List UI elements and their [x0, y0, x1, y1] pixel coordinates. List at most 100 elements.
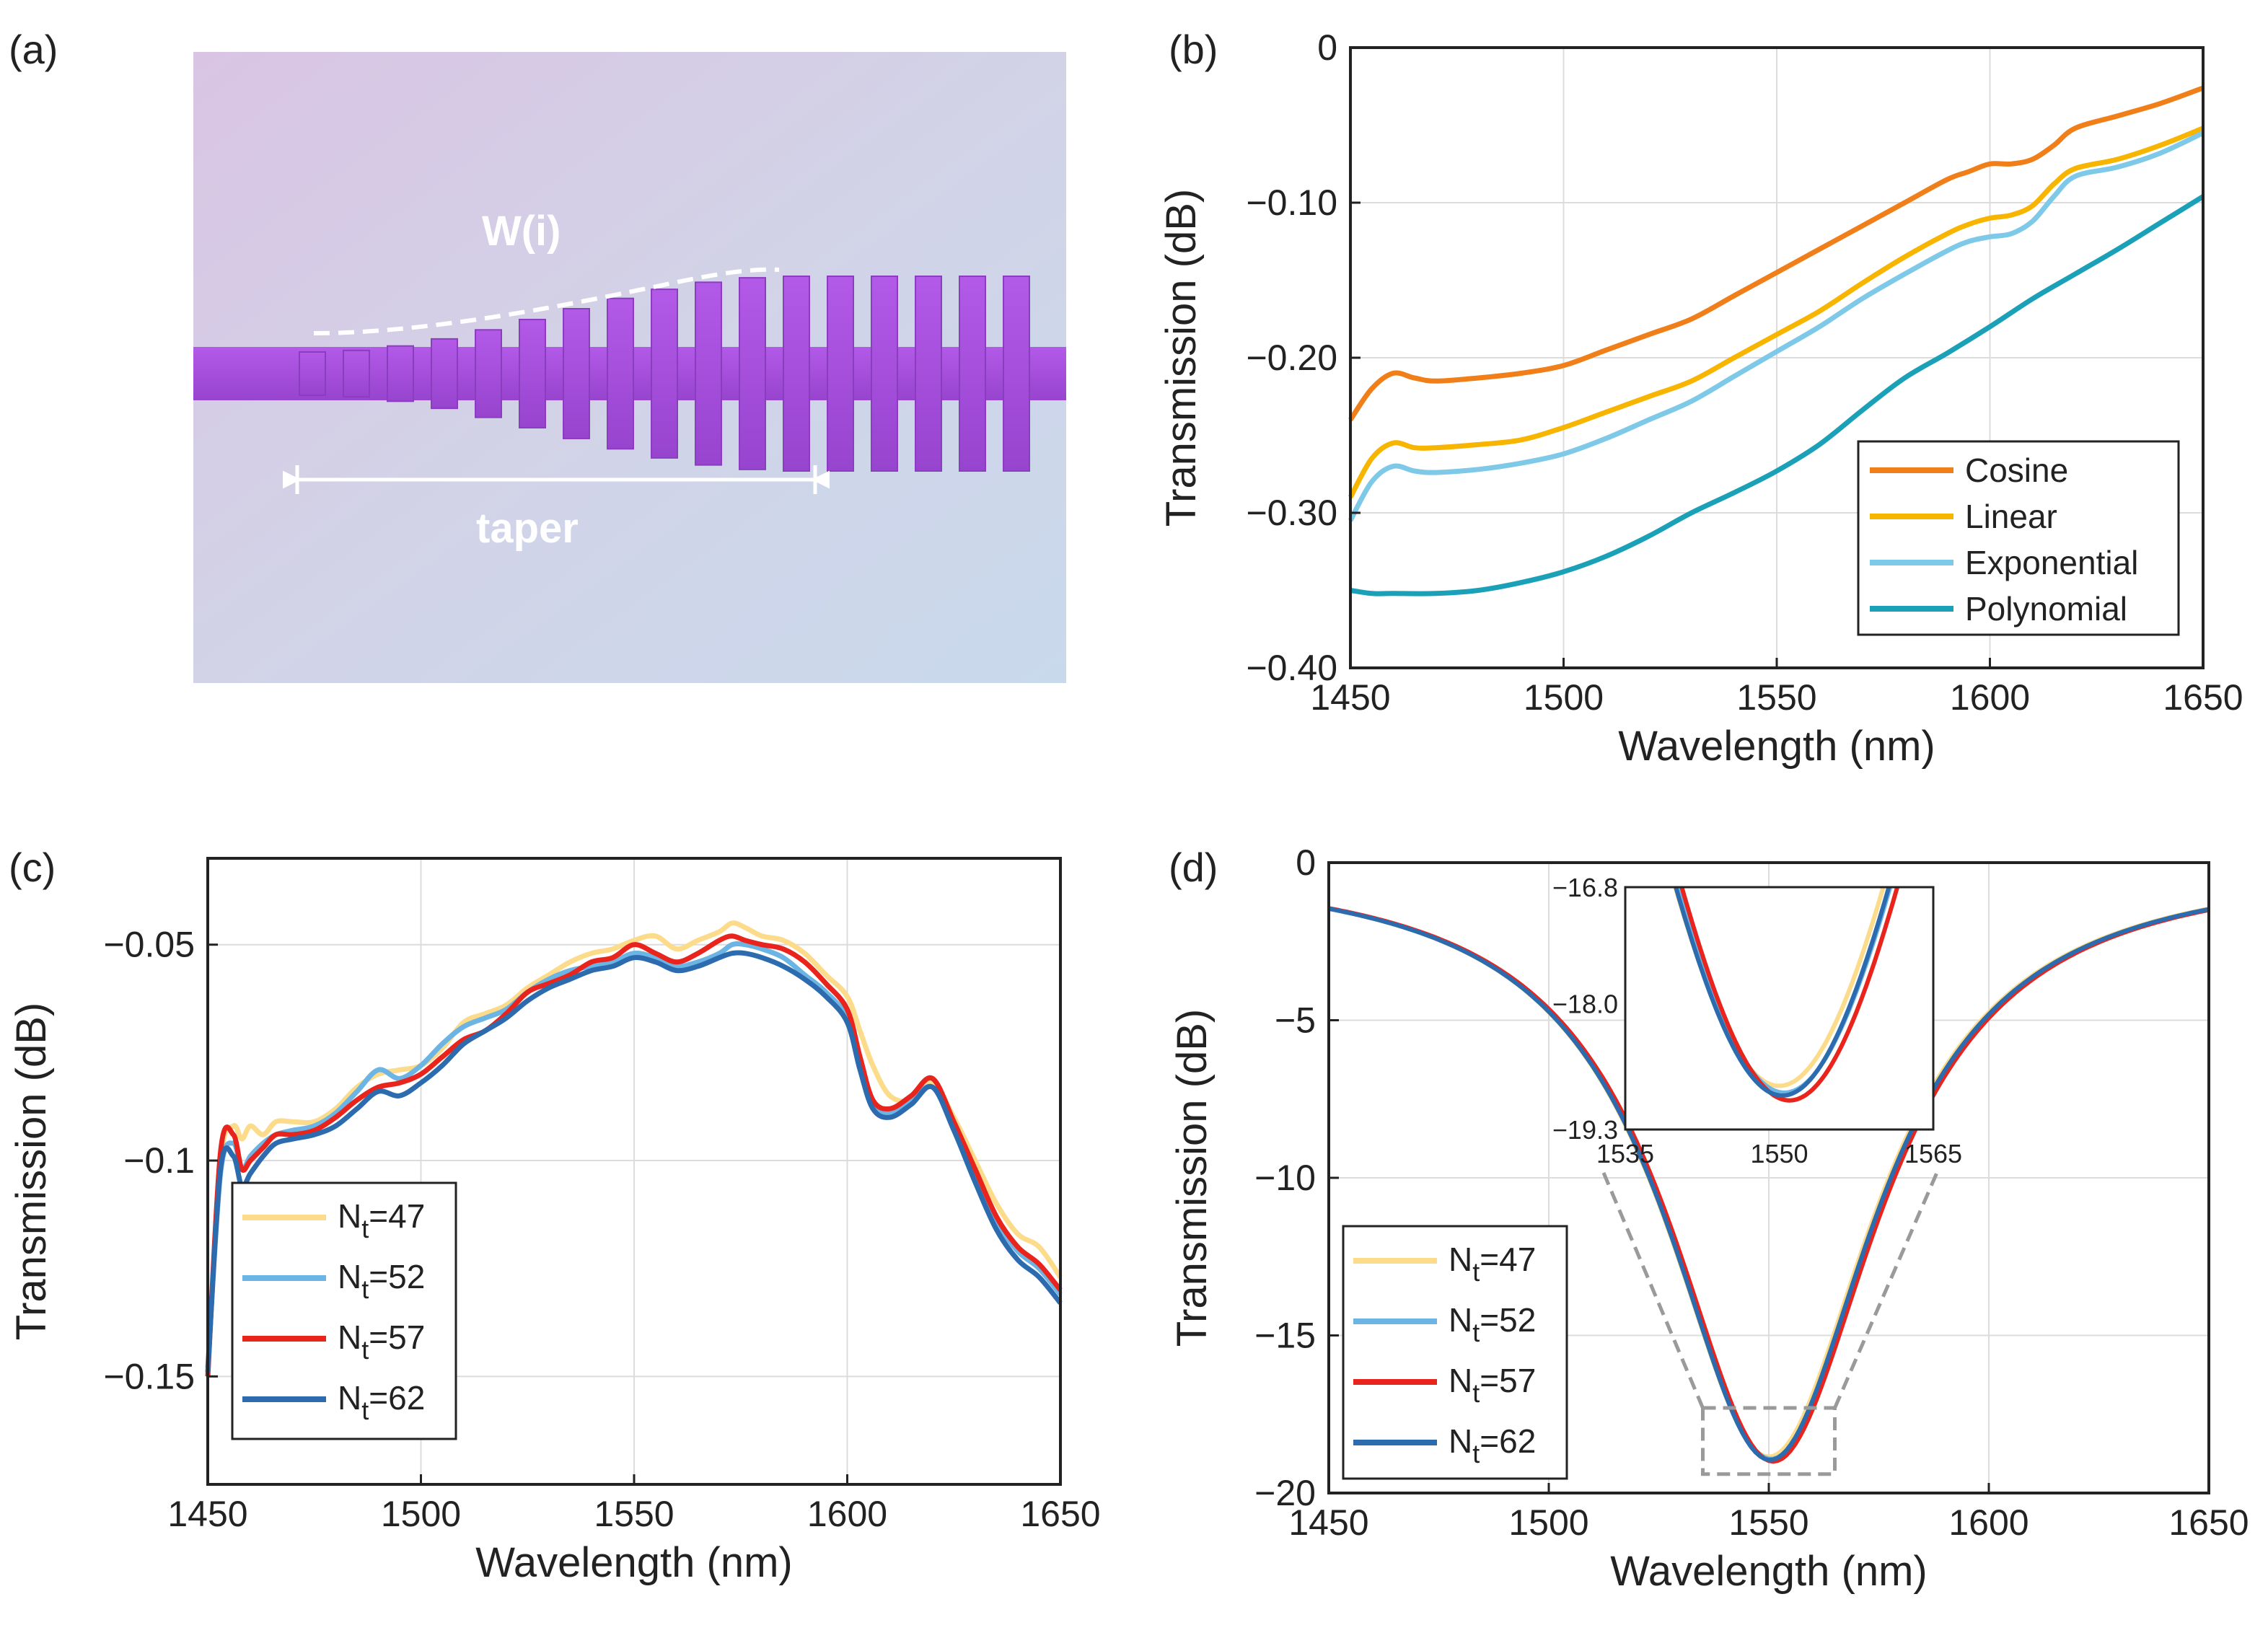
panel-label-b: (b)	[1169, 27, 1218, 72]
y-tick-label: −0.10	[1246, 182, 1337, 223]
series-line-nt62	[205, 950, 1063, 1373]
inset-x-tick-label: 1565	[1904, 1139, 1962, 1168]
y-axis-title: Transmission (dB)	[1158, 189, 1205, 527]
inset-background	[1625, 887, 1933, 1130]
grating-segment	[959, 276, 986, 472]
x-tick-label: 1650	[1020, 1494, 1100, 1534]
x-axis-title: Wavelength (nm)	[1618, 723, 1935, 770]
chart-d: 1450 1500 1550 1600 1650 0 −5 −10 −15 −20 Waveleng…	[1169, 842, 2249, 1595]
series-line-polynomial	[1350, 194, 2205, 596]
width-profile-label: W(i)	[482, 208, 561, 255]
x-tick-label: 1600	[807, 1494, 887, 1534]
legend-label-nt57: Nt=57	[338, 1318, 425, 1365]
grating-segment	[475, 329, 502, 418]
panel-c: (c) 1450 1500 1550 1600 1650 −0.05 −0.1 −0.15 Wa…	[8, 845, 1101, 1586]
legend-label-nt47: Nt=47	[1449, 1241, 1536, 1287]
legend-label-nt62: Nt=62	[1449, 1422, 1536, 1469]
x-tick-label: 1550	[1736, 677, 1816, 718]
inset-series-line-nt62	[1674, 887, 1891, 1098]
grating-segment	[739, 277, 766, 470]
inset-y-tick-label: −18.0	[1552, 989, 1618, 1018]
y-tick-label: −0.20	[1246, 338, 1337, 378]
grating-segment	[651, 289, 678, 459]
legend-box	[231, 1181, 457, 1440]
chart-b: 1450 1500 1550 1600 1650 0 −0.10 −0.20 −0.30 −0.4…	[1158, 27, 2243, 770]
panel-label-d: (d)	[1169, 845, 1218, 890]
grating-segment	[1003, 276, 1030, 472]
legend-label-polynomial: Polynomial	[1965, 590, 2127, 628]
grating-segment	[431, 338, 458, 410]
y-tick-label: −15	[1254, 1316, 1316, 1356]
legend-label-nt52: Nt=52	[1449, 1301, 1536, 1347]
panel-d: (d) 1450 1500 1550 1600 1650 0 −5 −10 −15 −20 Wave…	[1169, 842, 2249, 1595]
y-tick-label: −5	[1275, 1000, 1316, 1041]
legend-box	[1342, 1225, 1568, 1480]
grating-segment	[827, 276, 854, 472]
series-line-cosine	[1348, 85, 2205, 421]
x-tick-label: 1500	[1508, 1502, 1588, 1543]
inset-x-tick-label: 1550	[1750, 1139, 1808, 1168]
grating-taper-device	[193, 276, 1066, 472]
x-tick-label: 1450	[167, 1494, 247, 1534]
panel-label-c: (c)	[9, 845, 56, 890]
legend-label-exponential: Exponential	[1965, 544, 2138, 581]
grating-segment	[607, 297, 634, 450]
zoom-connector-right	[1833, 1172, 1939, 1409]
panel-label-a: (a)	[9, 27, 58, 72]
legend-label-nt52: Nt=52	[338, 1258, 425, 1304]
x-tick-label: 1450	[1310, 677, 1390, 718]
y-tick-label: −20	[1254, 1473, 1316, 1513]
y-tick-label: 0	[1296, 842, 1316, 883]
legend-label-nt57: Nt=57	[1449, 1362, 1536, 1408]
y-tick-label: −0.05	[103, 925, 195, 965]
x-tick-label: 1650	[2168, 1502, 2249, 1543]
x-tick-label: 1500	[381, 1494, 461, 1534]
x-tick-label: 1600	[1950, 677, 2030, 718]
panel-b: (b) 1450 1500 1550 1600 1650 0 −0.10 −0.20 −0.30…	[1158, 27, 2243, 770]
inset-chart: 1535 1550 1565 −16.8 −18.0 −19.3	[1552, 873, 1962, 1168]
legend-label-nt47: Nt=47	[338, 1197, 425, 1243]
inset-x-tick-label: 1535	[1596, 1139, 1654, 1168]
x-axis-title: Wavelength (nm)	[1610, 1548, 1927, 1595]
y-tick-label: −0.15	[103, 1356, 195, 1396]
chart-c: 1450 1500 1550 1600 1650 −0.05 −0.1 −0.15 Wavele…	[8, 857, 1101, 1586]
series-line-nt52	[205, 941, 1063, 1368]
x-tick-label: 1450	[1288, 1502, 1368, 1543]
legend-label-nt62: Nt=62	[338, 1379, 425, 1425]
x-tick-label: 1500	[1524, 677, 1604, 718]
y-tick-label: −10	[1254, 1158, 1316, 1198]
grating-segment	[343, 349, 370, 398]
grating-segment	[563, 308, 590, 439]
x-tick-label: 1550	[594, 1494, 674, 1534]
legend: Nt=47 Nt=52 Nt=57 Nt=62	[1342, 1225, 1568, 1480]
grating-segment	[915, 276, 942, 472]
y-tick-label: −0.1	[123, 1140, 195, 1181]
x-axis-title: Wavelength (nm)	[475, 1539, 792, 1586]
series-line-linear	[1348, 126, 2205, 499]
zoom-connector-left	[1601, 1172, 1705, 1409]
grating-segment	[299, 351, 326, 396]
grating-segment	[519, 318, 546, 429]
width-profile-dashed-curve	[313, 267, 780, 335]
y-tick-label: −0.30	[1246, 493, 1337, 533]
inset-series-line-nt57	[1679, 887, 1900, 1103]
taper-label: taper	[476, 505, 579, 552]
x-tick-label: 1650	[2163, 677, 2243, 718]
y-tick-label: 0	[1317, 27, 1337, 68]
y-axis-title: Transmission (dB)	[8, 1003, 55, 1340]
y-axis-title: Transmission (dB)	[1169, 1009, 1216, 1347]
x-tick-label: 1550	[1728, 1502, 1808, 1543]
inset-frame	[1624, 886, 1935, 1131]
y-tick-label: −0.40	[1246, 648, 1337, 688]
series-line-nt47	[205, 920, 1063, 1377]
grating-segment	[871, 276, 898, 472]
series-line-exponential	[1348, 131, 2205, 522]
legend-label-cosine: Cosine	[1965, 452, 2068, 489]
zoom-box	[1701, 1406, 1837, 1476]
inset-y-tick-label: −19.3	[1552, 1115, 1618, 1145]
x-tick-label: 1600	[1948, 1502, 2029, 1543]
panel-a: (a) W(i) taper	[9, 27, 1066, 683]
series-line-nt57	[205, 933, 1063, 1377]
grating-segment	[387, 345, 414, 402]
